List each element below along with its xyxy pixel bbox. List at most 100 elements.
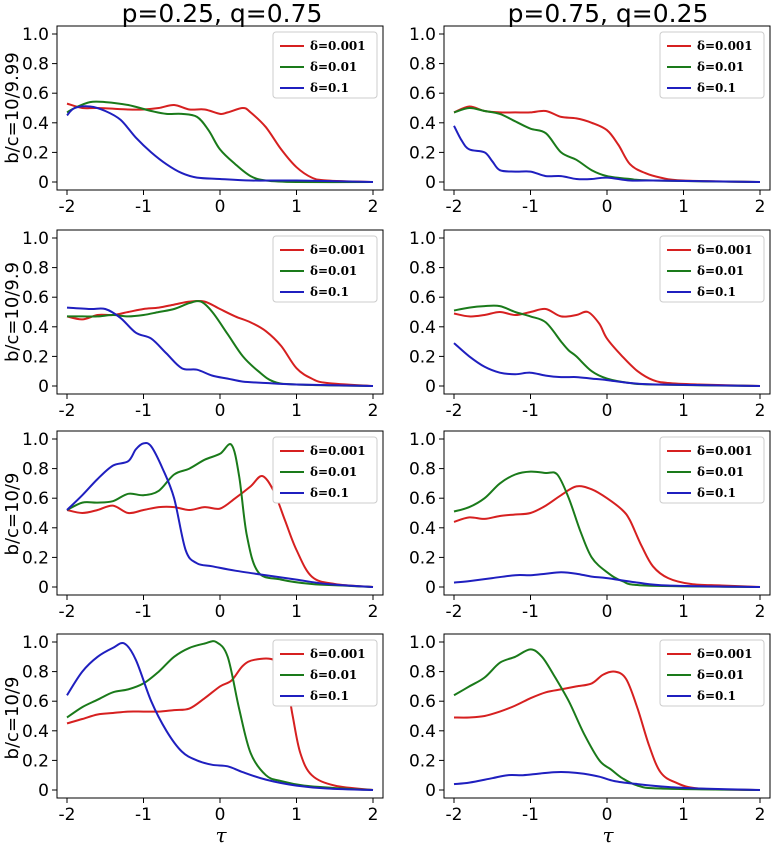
subplot-r3-c2: 0 0.2 0.4 0.6 0.8 1.0 -2 -1 0 1 2 δ=0.001 δ=0.01 δ=0.… (409, 430, 771, 622)
y-tick-label: 0.4 (409, 114, 436, 134)
y-tick-label: 0.6 (22, 84, 49, 104)
x-tick-label: -1 (135, 401, 152, 421)
row-label-1: b/c=10/9.99 (2, 52, 23, 164)
y-tick-label: 0.8 (409, 259, 436, 279)
x-tick-label: 1 (291, 602, 302, 622)
x-tick-label: 2 (368, 197, 379, 217)
legend-label-1: δ=0.001 (697, 647, 753, 661)
legend-box (659, 235, 765, 303)
y-tick-label: 0.6 (22, 288, 49, 308)
x-axis-label-left: τ (215, 823, 227, 847)
y-tick-label: 0.6 (409, 84, 436, 104)
subplot-r1-c2: 0 0.2 0.4 0.6 0.8 1.0 -2 -1 0 1 2 δ=0.001 δ=0.01 δ=0.… (409, 25, 771, 217)
subplot-r3-c1: 0 0.2 0.4 0.6 0.8 1.0 -2 -1 0 1 2 δ=0.001 δ=0.01 δ=0.… (22, 430, 384, 622)
series-line-2 (66, 640, 374, 791)
series-line-1 (453, 307, 761, 387)
series-line-2 (66, 443, 374, 588)
x-tick-label: 2 (368, 805, 379, 825)
legend-label-1: δ=0.001 (310, 39, 366, 53)
legend-label-2: δ=0.01 (310, 465, 357, 479)
x-tick-label: 0 (215, 805, 226, 825)
y-tick-label: 0 (425, 173, 436, 193)
legend-label-1: δ=0.001 (697, 444, 753, 458)
series-line-3 (453, 571, 761, 588)
legend-label-2: δ=0.01 (310, 264, 357, 278)
x-tick-label: 0 (602, 197, 613, 217)
legend-box (659, 639, 765, 707)
x-tick-label: 1 (678, 197, 689, 217)
x-tick-label: 0 (602, 805, 613, 825)
column-title-left: p=0.25, q=0.75 (122, 0, 323, 28)
legend-label-3: δ=0.1 (697, 81, 736, 95)
row-label-4: b/c=10/9 (2, 677, 23, 760)
axes-frame (56, 633, 384, 799)
x-tick-label: 1 (678, 805, 689, 825)
legend-box (659, 436, 765, 504)
y-tick-label: 0.8 (409, 460, 436, 480)
x-tick-label: 2 (755, 197, 766, 217)
x-tick-label: 1 (678, 602, 689, 622)
y-tick-label: 0.2 (22, 143, 49, 163)
legend-label-3: δ=0.1 (697, 689, 736, 703)
y-tick-label: 1.0 (22, 633, 49, 653)
y-tick-label: 0.2 (22, 347, 49, 367)
y-tick-label: 0.2 (409, 143, 436, 163)
column-title-right: p=0.75, q=0.25 (508, 0, 709, 28)
x-tick-label: -1 (522, 401, 539, 421)
y-tick-label: 0.4 (22, 519, 49, 539)
subplot-r4-c2: 0 0.2 0.4 0.6 0.8 1.0 -2 -1 0 1 2 δ=0.001 δ=0.01 δ=0.… (409, 633, 771, 825)
legend-label-1: δ=0.001 (310, 444, 366, 458)
y-tick-label: 0.6 (409, 692, 436, 712)
y-tick-label: 0.6 (409, 288, 436, 308)
legend-box (272, 436, 378, 504)
x-tick-label: -2 (59, 805, 76, 825)
x-tick-label: -1 (135, 602, 152, 622)
x-tick-label: 0 (602, 401, 613, 421)
y-tick-label: 0.8 (22, 460, 49, 480)
y-tick-label: 0.2 (409, 751, 436, 771)
axes-frame (56, 229, 384, 395)
legend-label-2: δ=0.01 (697, 60, 744, 74)
x-tick-label: -1 (522, 805, 539, 825)
y-tick-label: 0 (38, 578, 49, 598)
legend-label-2: δ=0.01 (310, 60, 357, 74)
y-tick-label: 0.2 (22, 548, 49, 568)
series-line-3 (66, 442, 374, 588)
series-line-1 (453, 670, 761, 791)
y-tick-label: 1.0 (22, 25, 49, 45)
y-tick-label: 0.4 (409, 722, 436, 742)
y-tick-label: 0 (38, 781, 49, 801)
legend-label-2: δ=0.01 (697, 668, 744, 682)
y-tick-label: 0 (425, 781, 436, 801)
x-tick-label: 2 (755, 602, 766, 622)
series-line-2 (67, 300, 374, 387)
axes-frame (443, 25, 771, 191)
legend-label-2: δ=0.01 (310, 668, 357, 682)
x-tick-label: 2 (368, 401, 379, 421)
series-line-2 (66, 100, 374, 184)
y-tick-label: 0 (38, 377, 49, 397)
legend-label-1: δ=0.001 (697, 39, 753, 53)
subplot-r2-c1: 0 0.2 0.4 0.6 0.8 1.0 -2 -1 0 1 2 δ=0.001 δ=0.01 δ=0.… (22, 229, 384, 421)
y-tick-label: 0 (425, 578, 436, 598)
y-tick-label: 1.0 (409, 430, 436, 450)
y-tick-label: 0.4 (22, 114, 49, 134)
y-tick-label: 0.6 (22, 692, 49, 712)
y-tick-label: 0 (38, 173, 49, 193)
series-line-1 (66, 475, 374, 588)
legend-box (659, 31, 765, 99)
y-tick-label: 0.6 (409, 489, 436, 509)
x-axis-label-right: τ (602, 823, 614, 847)
legend-label-3: δ=0.1 (697, 285, 736, 299)
y-tick-label: 0.8 (409, 55, 436, 75)
series-line-2 (453, 106, 761, 183)
x-tick-label: -2 (446, 401, 463, 421)
x-tick-label: -2 (59, 401, 76, 421)
series-line-3 (66, 642, 374, 791)
y-tick-label: 1.0 (409, 229, 436, 249)
y-tick-label: 1.0 (22, 430, 49, 450)
row-label-3: b/c=10/9 (2, 473, 23, 556)
x-tick-label: 2 (755, 401, 766, 421)
y-tick-label: 1.0 (409, 633, 436, 653)
